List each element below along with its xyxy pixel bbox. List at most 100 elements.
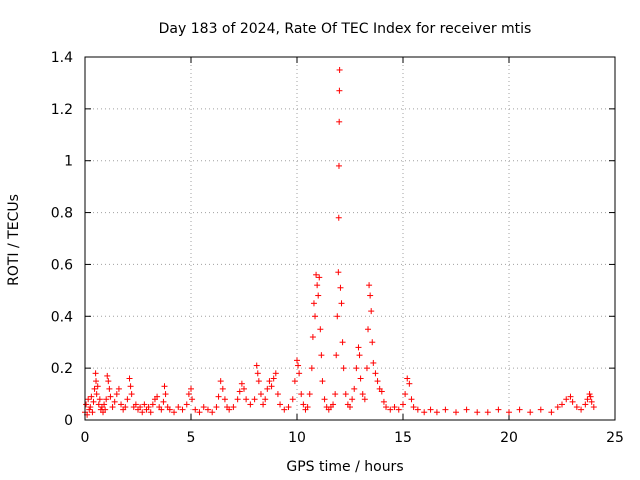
data-point bbox=[333, 352, 340, 359]
data-point bbox=[353, 365, 360, 372]
axis-ticks: 0 5 10 15 20 25 0 0.2 0.4 0.6 0.8 1 1.2 1.4 bbox=[51, 50, 624, 446]
data-point bbox=[338, 300, 345, 307]
data-point bbox=[563, 396, 570, 403]
data-point bbox=[105, 378, 112, 385]
data-point bbox=[85, 396, 92, 403]
y-tick-label: 0.8 bbox=[51, 206, 73, 222]
data-point bbox=[506, 409, 512, 416]
data-point bbox=[277, 401, 284, 408]
data-point bbox=[408, 396, 415, 403]
data-point bbox=[304, 404, 311, 411]
data-points bbox=[82, 66, 597, 418]
data-point bbox=[221, 396, 228, 403]
x-tick-label: 20 bbox=[500, 430, 518, 446]
data-point bbox=[374, 378, 381, 385]
plot-frame bbox=[84, 56, 616, 421]
data-point bbox=[188, 385, 194, 392]
data-point bbox=[309, 334, 316, 341]
data-point bbox=[433, 409, 440, 416]
data-point bbox=[83, 401, 90, 408]
data-point bbox=[349, 396, 356, 403]
data-point bbox=[319, 378, 326, 385]
data-point bbox=[370, 359, 377, 366]
data-point bbox=[306, 391, 313, 398]
data-point bbox=[115, 385, 122, 392]
data-point bbox=[335, 214, 342, 221]
data-point bbox=[128, 391, 135, 398]
data-point bbox=[103, 396, 110, 403]
data-point bbox=[238, 380, 245, 387]
data-point bbox=[270, 375, 277, 382]
data-point bbox=[321, 396, 328, 403]
data-point bbox=[582, 401, 589, 408]
data-point bbox=[189, 396, 196, 403]
data-point bbox=[289, 396, 296, 403]
data-point bbox=[204, 406, 211, 413]
data-point bbox=[294, 357, 300, 364]
data-point bbox=[391, 404, 398, 411]
x-tick-label: 15 bbox=[394, 430, 412, 446]
data-point bbox=[192, 406, 199, 413]
data-point bbox=[367, 292, 374, 299]
data-point bbox=[559, 401, 565, 408]
x-tick-label: 10 bbox=[288, 430, 306, 446]
data-point bbox=[262, 396, 269, 403]
data-point bbox=[90, 398, 97, 405]
data-point bbox=[410, 404, 417, 411]
data-point bbox=[573, 404, 580, 411]
data-point bbox=[209, 409, 216, 416]
x-tick-label: 0 bbox=[81, 430, 90, 446]
data-point bbox=[215, 393, 222, 400]
data-point bbox=[141, 401, 148, 408]
data-point bbox=[453, 409, 459, 416]
data-point bbox=[264, 385, 271, 392]
data-point bbox=[109, 404, 116, 411]
data-point bbox=[86, 406, 93, 413]
data-point bbox=[300, 401, 307, 408]
data-point bbox=[147, 409, 154, 416]
data-point bbox=[318, 352, 325, 359]
data-point bbox=[226, 406, 233, 413]
data-point bbox=[185, 391, 192, 398]
data-point bbox=[330, 401, 337, 408]
data-point bbox=[527, 409, 534, 416]
data-point bbox=[260, 401, 267, 408]
data-point bbox=[179, 406, 186, 413]
data-point bbox=[383, 404, 390, 411]
data-point bbox=[149, 401, 156, 408]
data-point bbox=[196, 409, 203, 416]
data-point bbox=[274, 391, 281, 398]
data-point bbox=[387, 406, 394, 413]
data-point bbox=[310, 300, 317, 307]
data-point bbox=[106, 385, 113, 392]
data-point bbox=[359, 391, 366, 398]
data-point bbox=[285, 404, 292, 411]
data-point bbox=[404, 375, 411, 382]
data-point bbox=[230, 404, 237, 411]
data-point bbox=[104, 372, 111, 379]
y-tick-label: 0.6 bbox=[51, 257, 73, 273]
data-point bbox=[308, 365, 315, 372]
data-point bbox=[316, 274, 323, 281]
data-point bbox=[336, 87, 343, 94]
data-point bbox=[132, 401, 139, 408]
data-point bbox=[380, 398, 387, 405]
data-point bbox=[368, 308, 375, 315]
data-point bbox=[312, 313, 319, 320]
data-point bbox=[400, 401, 406, 408]
data-point bbox=[175, 404, 182, 411]
data-point bbox=[87, 404, 94, 411]
data-point bbox=[421, 409, 428, 416]
data-point bbox=[317, 326, 324, 333]
data-point bbox=[251, 396, 258, 403]
data-point bbox=[442, 406, 449, 413]
y-tick-label: 1 bbox=[64, 154, 73, 170]
data-point bbox=[137, 404, 144, 411]
data-point bbox=[337, 284, 344, 291]
chart-title: Day 183 of 2024, Rate Of TEC Index for r… bbox=[159, 21, 532, 37]
data-point bbox=[590, 404, 597, 411]
data-point bbox=[295, 362, 302, 369]
data-point bbox=[266, 378, 273, 385]
data-point bbox=[217, 378, 224, 385]
data-point bbox=[474, 409, 481, 416]
